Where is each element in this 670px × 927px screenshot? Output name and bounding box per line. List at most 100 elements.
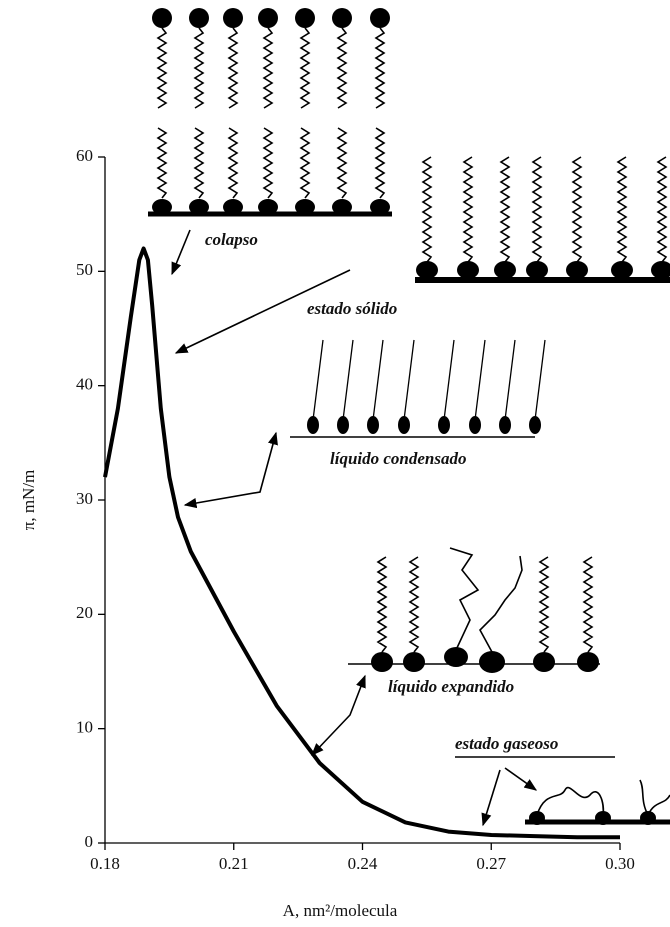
- head: [416, 261, 438, 279]
- chain: [540, 557, 548, 652]
- y-tick-label: 50: [76, 260, 93, 279]
- head: [332, 8, 352, 28]
- chain: [338, 28, 346, 108]
- chain: [475, 340, 485, 420]
- head: [469, 416, 481, 434]
- chain: [535, 340, 545, 420]
- head: [499, 416, 511, 434]
- head: [223, 8, 243, 28]
- head: [526, 261, 548, 279]
- chain: [376, 28, 384, 108]
- chain: [618, 157, 626, 262]
- chain: [533, 157, 541, 262]
- chain: [158, 128, 166, 198]
- head: [307, 416, 319, 434]
- x-tick-label: 0.21: [219, 854, 249, 873]
- head: [398, 416, 410, 434]
- chain: [423, 157, 431, 262]
- x-axis-label: A, nm²/molecula: [283, 901, 398, 920]
- head: [371, 652, 393, 672]
- head: [595, 811, 611, 825]
- chain: [464, 157, 472, 262]
- arrow: [505, 768, 536, 790]
- chain: [505, 340, 515, 420]
- chain: [313, 340, 323, 420]
- chain: [501, 157, 509, 262]
- chain: [378, 557, 386, 652]
- chain: [264, 28, 272, 108]
- chain: [229, 28, 237, 108]
- arrow: [483, 770, 500, 825]
- head: [403, 652, 425, 672]
- head: [189, 8, 209, 28]
- y-tick-label: 30: [76, 489, 93, 508]
- head: [529, 416, 541, 434]
- annotation: estado sólido: [307, 299, 397, 318]
- chain: [229, 128, 237, 198]
- chain: [301, 28, 309, 108]
- head: [337, 416, 349, 434]
- head: [258, 8, 278, 28]
- head: [189, 199, 209, 215]
- chain: [584, 557, 592, 652]
- chain: [338, 128, 346, 198]
- chain: [537, 788, 603, 818]
- head: [370, 8, 390, 28]
- annotation: líquido expandido: [388, 677, 514, 696]
- chain: [658, 157, 666, 262]
- head: [295, 8, 315, 28]
- y-tick-label: 20: [76, 603, 93, 622]
- head: [295, 199, 315, 215]
- y-axis-label: π, mN/m: [19, 470, 38, 531]
- head: [370, 199, 390, 215]
- head: [367, 416, 379, 434]
- x-tick-label: 0.30: [605, 854, 635, 873]
- y-tick-label: 40: [76, 375, 93, 394]
- annotation: colapso: [205, 230, 258, 249]
- chain: [264, 128, 272, 198]
- chain: [444, 340, 454, 420]
- chain: [640, 780, 670, 815]
- annotation: estado gaseoso: [455, 734, 558, 753]
- head: [577, 652, 599, 672]
- chain: [343, 340, 353, 420]
- arrow: [172, 230, 190, 274]
- head: [152, 199, 172, 215]
- head: [332, 199, 352, 215]
- arrow: [185, 433, 276, 505]
- chain: [376, 128, 384, 198]
- chain: [373, 340, 383, 420]
- x-tick-label: 0.24: [348, 854, 378, 873]
- head: [223, 199, 243, 215]
- head: [258, 199, 278, 215]
- chain: [450, 548, 478, 650]
- x-tick-label: 0.18: [90, 854, 120, 873]
- chart: A, nm²/molecula π, mN/m colapso estado s…: [0, 0, 670, 927]
- head: [444, 647, 468, 667]
- head: [438, 416, 450, 434]
- head: [533, 652, 555, 672]
- head: [152, 8, 172, 28]
- head: [651, 261, 670, 279]
- chain: [480, 556, 522, 652]
- chain: [158, 28, 166, 108]
- head: [611, 261, 633, 279]
- chain: [573, 157, 581, 262]
- x-tick-label: 0.27: [476, 854, 506, 873]
- chain: [410, 557, 418, 652]
- head: [529, 811, 545, 825]
- head: [457, 261, 479, 279]
- chain: [195, 28, 203, 108]
- chain: [195, 128, 203, 198]
- y-tick-label: 0: [85, 832, 94, 851]
- arrow: [312, 676, 365, 755]
- head: [479, 651, 505, 673]
- chain: [404, 340, 414, 420]
- y-tick-label: 60: [76, 146, 93, 165]
- annotation: líquido condensado: [330, 449, 467, 468]
- molecule-illustrations: [148, 8, 670, 825]
- head: [640, 811, 656, 825]
- y-tick-label: 10: [76, 718, 93, 737]
- chain: [301, 128, 309, 198]
- head: [494, 261, 516, 279]
